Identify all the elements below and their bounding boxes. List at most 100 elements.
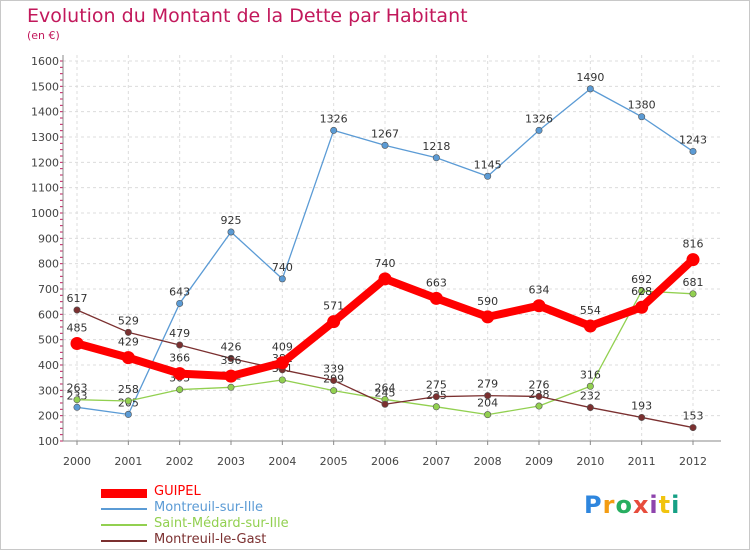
data-point <box>73 306 81 314</box>
legend-label: Montreuil-sur-Ille <box>154 500 263 515</box>
x-tick-label: 2004 <box>268 455 296 468</box>
data-point <box>689 424 697 432</box>
x-tick-label: 2008 <box>474 455 502 468</box>
y-tick-label: 1000 <box>31 207 59 220</box>
data-label: 554 <box>580 304 601 317</box>
x-tick-label: 2006 <box>371 455 399 468</box>
data-point <box>173 367 187 381</box>
legend-swatch <box>101 508 147 510</box>
y-tick-label: 300 <box>38 384 59 397</box>
data-label: 1490 <box>576 71 604 84</box>
logo-letter: r <box>602 491 616 519</box>
data-label: 153 <box>683 410 704 423</box>
data-point <box>484 392 492 400</box>
y-tick-label: 400 <box>38 359 59 372</box>
data-point <box>586 404 594 412</box>
data-point <box>227 228 235 236</box>
data-label: 232 <box>580 390 601 403</box>
x-tick-label: 2001 <box>114 455 142 468</box>
data-label: 245 <box>375 386 396 399</box>
data-label: 485 <box>67 321 88 334</box>
x-tick-label: 2010 <box>576 455 604 468</box>
logo-letter: i <box>649 491 659 519</box>
data-label: 634 <box>529 284 550 297</box>
data-point <box>176 386 184 394</box>
data-point <box>586 382 594 390</box>
data-label: 1218 <box>422 140 450 153</box>
data-label: 816 <box>683 238 704 251</box>
data-label: 740 <box>272 261 293 274</box>
data-point <box>124 328 132 336</box>
data-point <box>330 126 338 134</box>
data-point <box>278 376 286 384</box>
series-guipel: 485 429 366 356 409 571 740 663 590 634 554 628 816 <box>67 238 704 383</box>
data-label: 264 <box>375 381 396 394</box>
x-tick-label: 2005 <box>320 455 348 468</box>
y-tick-label: 100 <box>38 435 59 448</box>
y-tick-label: 700 <box>38 283 59 296</box>
data-point <box>432 403 440 411</box>
data-point <box>429 291 443 305</box>
data-point <box>535 126 543 134</box>
data-label: 740 <box>375 257 396 270</box>
chart-title: Evolution du Montant de la Dette par Hab… <box>27 5 468 27</box>
logo-letter: t <box>658 491 672 519</box>
logo-letter: o <box>615 491 633 519</box>
legend-swatch <box>101 488 147 498</box>
y-tick-label: 500 <box>38 334 59 347</box>
data-point <box>378 272 392 286</box>
data-point <box>535 392 543 400</box>
data-label: 275 <box>426 379 447 392</box>
data-label: 339 <box>323 362 344 375</box>
data-point <box>73 396 81 404</box>
y-tick-label: 800 <box>38 258 59 271</box>
data-label: 258 <box>118 383 139 396</box>
data-point <box>278 275 286 283</box>
data-point <box>381 141 389 149</box>
data-point <box>689 147 697 155</box>
x-tick-label: 2007 <box>422 455 450 468</box>
data-point <box>638 113 646 121</box>
y-tick-label: 900 <box>38 232 59 245</box>
series-montreuil-sur-ille: 2332056439257401326126712181145132614901… <box>67 71 707 418</box>
legend-swatch <box>101 540 147 542</box>
data-label: 1267 <box>371 127 399 140</box>
data-point <box>227 354 235 362</box>
x-tick-label: 2011 <box>628 455 656 468</box>
logo-letter: x <box>632 491 650 519</box>
proxiti-logo: Proxiti <box>584 491 680 519</box>
data-point <box>176 341 184 349</box>
data-label: 1380 <box>628 99 656 112</box>
data-label: 276 <box>529 378 550 391</box>
data-label: 571 <box>323 300 344 313</box>
data-point <box>635 300 649 314</box>
data-point <box>124 410 132 418</box>
data-label: 925 <box>221 214 242 227</box>
data-point <box>432 393 440 401</box>
data-point <box>432 154 440 162</box>
data-point <box>481 310 495 324</box>
data-label: 233 <box>67 389 88 402</box>
legend-label: GUIPEL <box>154 484 201 499</box>
data-label: 193 <box>631 399 652 412</box>
data-point <box>275 356 289 370</box>
data-point <box>381 400 389 408</box>
x-tick-label: 2009 <box>525 455 553 468</box>
y-tick-label: 1500 <box>31 80 59 93</box>
data-label: 409 <box>272 341 293 354</box>
y-tick-label: 600 <box>38 308 59 321</box>
logo-letter: P <box>584 491 603 519</box>
data-label: 1326 <box>320 112 348 125</box>
data-label: 590 <box>477 295 498 308</box>
data-label: 1326 <box>525 112 553 125</box>
y-tick-label: 1200 <box>31 156 59 169</box>
data-label: 366 <box>169 352 190 365</box>
data-point <box>586 85 594 93</box>
data-point <box>227 383 235 391</box>
data-point <box>532 299 546 313</box>
data-point <box>330 387 338 395</box>
x-tick-label: 2012 <box>679 455 707 468</box>
data-point <box>73 403 81 411</box>
logo-letter: i <box>671 491 681 519</box>
data-point <box>70 336 84 350</box>
